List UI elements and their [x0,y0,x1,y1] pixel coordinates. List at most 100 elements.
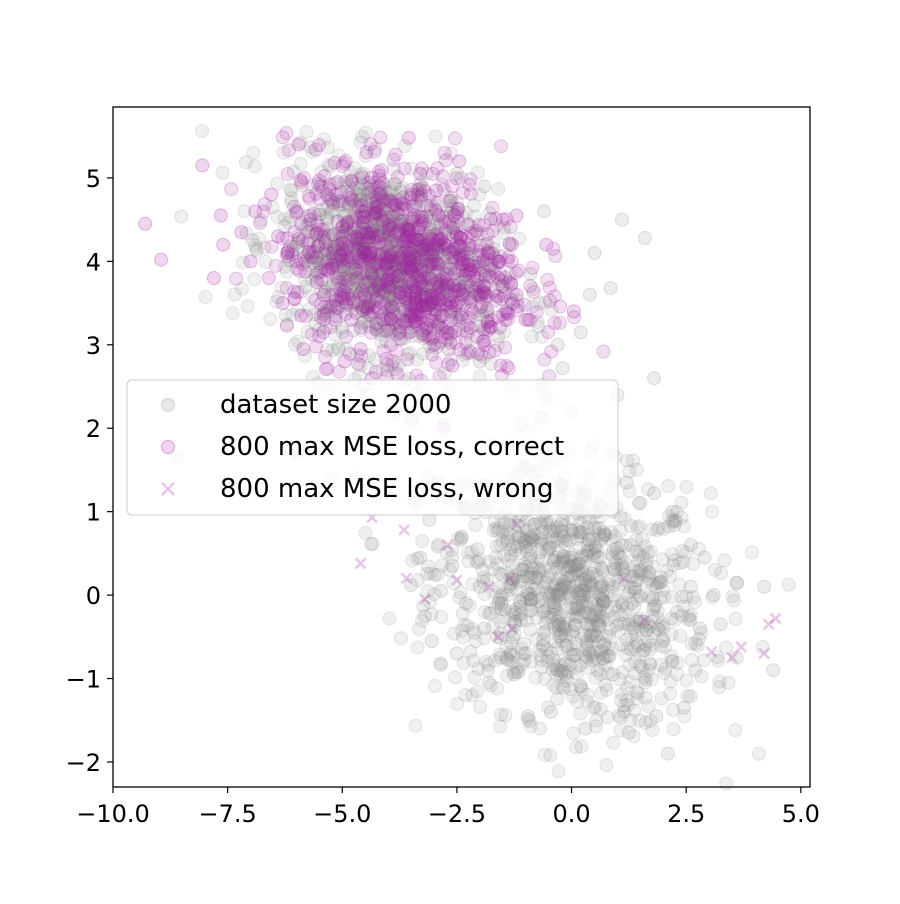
data-point-series-0 [580,537,595,552]
data-point-series-0 [714,566,729,581]
data-point-series-0 [546,658,561,673]
data-point-series-0 [430,539,445,554]
data-point-series-0 [554,577,569,592]
data-point-series-0 [458,688,473,703]
data-point-series-0 [626,569,641,584]
data-point-series-0 [623,674,638,689]
data-point-series-0 [697,550,712,565]
data-point-series-0 [694,669,709,684]
data-point-series-0 [511,528,526,543]
data-point-series-0 [598,527,613,542]
data-point-series-0 [629,628,643,643]
data-point-series-0 [664,611,679,626]
data-point-series-0 [465,622,480,637]
data-point-series-0 [568,618,583,633]
data-point-series-0 [654,639,669,653]
data-point-series-0 [608,563,622,578]
data-point-series-0 [663,569,678,584]
data-point-series-0 [571,587,586,601]
data-point-series-0 [463,644,478,659]
data-point-series-0 [539,642,554,657]
y-tick-label: 3 [86,332,101,360]
data-point-series-0 [523,654,538,669]
data-point-series-0 [477,631,492,646]
data-point-series-1 [381,279,396,294]
data-point-series-0 [604,525,619,540]
data-point-series-1 [399,258,414,273]
data-point-series-0 [593,575,607,589]
data-point-series-0 [596,596,611,611]
data-point-series-0 [630,545,645,560]
data-point-series-0 [622,657,637,672]
data-point-series-0 [688,636,703,651]
data-point-series-0 [623,642,638,657]
data-point-series-1 [493,320,507,335]
data-point-series-0 [553,587,568,602]
data-point-series-0 [215,165,230,180]
data-point-series-1 [275,296,290,311]
data-point-series-1 [353,342,368,356]
data-point-series-0 [744,545,759,560]
data-point-series-0 [578,605,593,620]
data-point-series-0 [495,587,510,602]
data-point-series-0 [622,464,637,479]
data-point-series-0 [482,606,497,621]
data-point-series-0 [600,641,615,656]
data-point-series-0 [676,555,691,569]
data-point-series-0 [448,670,463,685]
data-point-series-0 [534,536,549,551]
data-point-series-0 [565,601,580,615]
data-point-series-0 [673,629,688,643]
data-point-series-1 [337,354,352,369]
data-point-series-0 [636,549,651,564]
data-point-series-0 [543,610,558,625]
data-point-series-0 [567,566,582,581]
data-point-series-0 [490,556,505,571]
data-point-series-0 [540,570,555,584]
data-point-series-1 [279,126,294,140]
data-point-series-1 [422,312,437,327]
data-point-series-0 [669,667,684,681]
data-point-series-0 [586,610,601,625]
data-point-series-0 [576,588,591,603]
data-point-series-0 [665,504,680,519]
data-point-series-0 [593,609,608,624]
data-point-series-0 [517,557,532,572]
data-point-series-1 [449,171,464,186]
data-point-series-1 [330,175,345,190]
data-point-series-0 [595,564,610,579]
data-point-series-0 [645,593,660,607]
data-point-series-0 [611,562,626,577]
data-point-series-0 [508,543,523,558]
data-point-series-0 [654,570,668,585]
data-point-series-1 [427,337,441,352]
data-point-series-0 [550,641,565,656]
data-point-series-0 [506,665,521,680]
data-point-series-0 [627,621,641,636]
data-point-series-0 [679,480,694,494]
data-point-series-0 [586,700,601,715]
data-point-series-0 [543,704,558,719]
data-point-series-0 [454,529,469,544]
data-point-series-0 [578,721,593,736]
data-point-series-0 [592,521,607,536]
data-point-series-0 [546,653,561,668]
data-point-series-1 [500,253,515,268]
data-point-series-0 [563,568,578,583]
data-point-series-0 [627,599,642,614]
data-point-series-1 [296,342,311,356]
data-point-series-0 [555,534,570,549]
data-point-series-0 [544,561,559,576]
data-point-series-0 [540,537,555,552]
data-point-series-0 [581,584,596,599]
data-point-series-0 [677,709,692,724]
data-point-series-0 [531,594,546,609]
data-point-series-0 [555,554,570,569]
data-point-series-0 [553,607,568,622]
data-point-series-1 [438,241,453,256]
data-point-series-1 [509,287,524,302]
data-point-series-1 [358,204,373,219]
data-point-series-0 [522,714,537,729]
data-point-series-0 [728,612,743,626]
data-point-series-0 [546,588,561,603]
